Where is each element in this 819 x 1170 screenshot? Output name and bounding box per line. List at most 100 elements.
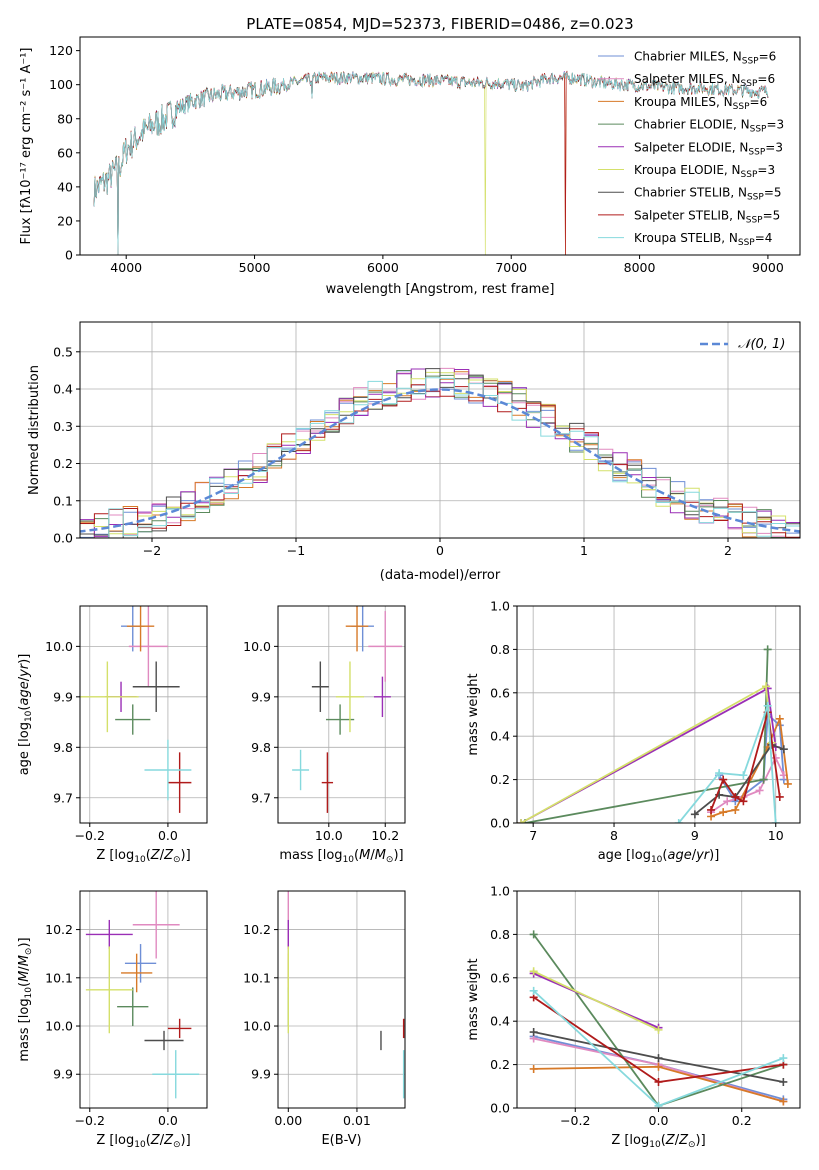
label-part: Salpeter MILES, N <box>634 72 741 86</box>
label-part: ( <box>662 848 667 863</box>
label-part: 10 <box>134 855 146 865</box>
y-tick-label: 10.0 <box>243 1019 271 1034</box>
axes-frame <box>277 605 406 824</box>
label-part: =6 <box>757 72 775 86</box>
y-tick-label: 0.1 <box>53 493 73 508</box>
label-part: / <box>692 848 697 863</box>
legend-label: Kroupa MILES, NSSP=6 <box>634 95 767 112</box>
label-part: age <box>667 848 691 863</box>
weight-marker <box>779 1054 788 1063</box>
x-tick-label: 9000 <box>752 260 784 275</box>
mass_vs_EBV-xlabel: E(B-V) <box>321 1133 361 1148</box>
label-part: ( <box>17 982 32 987</box>
label-part: mass [log <box>17 998 32 1061</box>
label-part: )] <box>181 1133 191 1148</box>
label-part: M <box>17 955 32 966</box>
label-part: SSP <box>741 170 758 180</box>
x-tick-label: 0.0 <box>158 1113 178 1128</box>
mass_vs_EBV-plot <box>287 891 405 1099</box>
label-part: SSP <box>733 101 750 111</box>
y-tick-label: 0 <box>65 248 73 263</box>
label-part: Kroupa MILES, N <box>634 95 733 109</box>
weight_vs_age-axes: 7 8 9 10 0.0 0.2 0.4 0.6 0.8 1.0 <box>490 599 801 843</box>
y-tick-label: 9.9 <box>251 1067 271 1082</box>
label-part: =3 <box>766 118 784 132</box>
weight-marker <box>529 930 538 939</box>
legend-label: Chabrier STELIB, NSSP=5 <box>634 186 782 203</box>
x-tick-label: −0.2 <box>560 1113 590 1128</box>
weight-marker <box>529 1064 538 1073</box>
weight-marker <box>755 786 764 795</box>
label-part: 10 <box>649 1140 661 1150</box>
weight-marker <box>719 775 728 784</box>
label-part: M <box>17 971 32 982</box>
x-tick-label: 9 <box>691 828 699 843</box>
label-part: ⊙ <box>386 855 394 865</box>
label-part: 10 <box>651 855 663 865</box>
weight-marker <box>783 779 792 788</box>
x-tick-label: −1 <box>287 543 305 558</box>
legend-label: Salpeter ELODIE, NSSP=3 <box>634 140 783 157</box>
weight_vs_Z-axes: −0.2 0.0 0.2 0.0 0.2 0.4 0.6 0.8 1.0 <box>490 884 801 1128</box>
age_vs_Z-xlabel: Z [log10(Z/Z⊙)] <box>96 848 190 865</box>
weight_vs_age-ylabel: mass weight <box>466 673 481 755</box>
weight-marker <box>674 819 683 823</box>
weight-marker <box>763 645 772 654</box>
label-part: Z [log <box>96 1133 134 1148</box>
label-part: 10 <box>134 1140 146 1150</box>
y-tick-label: 0.0 <box>490 1101 510 1116</box>
label-part: yr <box>17 662 32 678</box>
mass_vs_Z-plot <box>85 891 200 1099</box>
weight_vs_age-xlabel: age [log10(age/yr)] <box>598 848 720 865</box>
mass_vs_EBV-axes: 0.00 0.01 9.9 10.0 10.1 10.2 <box>243 890 406 1128</box>
y-tick-label: 10.2 <box>45 922 73 937</box>
y-tick-label: 0.5 <box>53 344 73 359</box>
weight-marker <box>719 808 728 817</box>
label-part: =3 <box>757 163 775 177</box>
label-part: 10 <box>24 987 34 999</box>
residuals-xlabel: (data-model)/error <box>380 568 501 583</box>
label-part: )] <box>17 937 32 947</box>
label-part: SSP <box>746 215 763 225</box>
y-tick-label: 40 <box>57 179 73 194</box>
y-tick-label: 1.0 <box>490 884 510 899</box>
y-tick-label: 10.1 <box>243 970 271 985</box>
label-part: Kroupa STELIB, N <box>634 231 738 245</box>
y-tick-label: 20 <box>57 213 73 228</box>
x-tick-label: 6000 <box>367 260 399 275</box>
normal-legend-label: 𝒩(0, 1) <box>738 337 785 352</box>
x-tick-label: 10.2 <box>371 828 399 843</box>
label-part: ⊙ <box>173 1140 181 1150</box>
x-tick-label: 1 <box>580 543 588 558</box>
label-part: ⊙ <box>24 948 34 956</box>
figure-title: PLATE=0854, MJD=52373, FIBERID=0486, z=0… <box>246 15 633 33</box>
y-tick-label: 9.9 <box>53 689 73 704</box>
weight-marker <box>517 819 526 823</box>
label-part: SSP <box>742 56 759 66</box>
y-tick-label: 0.0 <box>490 816 510 831</box>
weight-marker <box>779 1097 788 1106</box>
label-part: )] <box>181 848 191 863</box>
x-tick-label: 0 <box>436 543 444 558</box>
label-part: )] <box>393 848 403 863</box>
label-part: / <box>17 966 32 971</box>
weight-marker <box>771 819 780 823</box>
label-part: Salpeter STELIB, N <box>634 208 746 222</box>
age_vs_Z-ylabel: age [log10(age/yr)] <box>17 654 34 776</box>
weight_vs_Z-xlabel: Z [log10(Z/Z⊙)] <box>611 1133 705 1150</box>
label-part: ⊙ <box>173 855 181 865</box>
label-part: SSP <box>741 79 758 89</box>
axes-frame <box>79 36 801 256</box>
x-tick-label: 10 <box>768 828 784 843</box>
age_vs_Z-plot <box>80 606 192 813</box>
legend-label: Kroupa ELODIE, NSSP=3 <box>634 163 775 180</box>
label-part: )] <box>696 1133 706 1148</box>
y-tick-label: 1.0 <box>490 599 510 614</box>
x-tick-label: 0.2 <box>732 1113 752 1128</box>
x-tick-label: 0.0 <box>158 828 178 843</box>
y-tick-label: 10.1 <box>45 970 73 985</box>
age_vs_mass-plot <box>292 606 403 813</box>
weight-marker <box>654 1101 663 1108</box>
x-tick-label: 7 <box>529 828 537 843</box>
